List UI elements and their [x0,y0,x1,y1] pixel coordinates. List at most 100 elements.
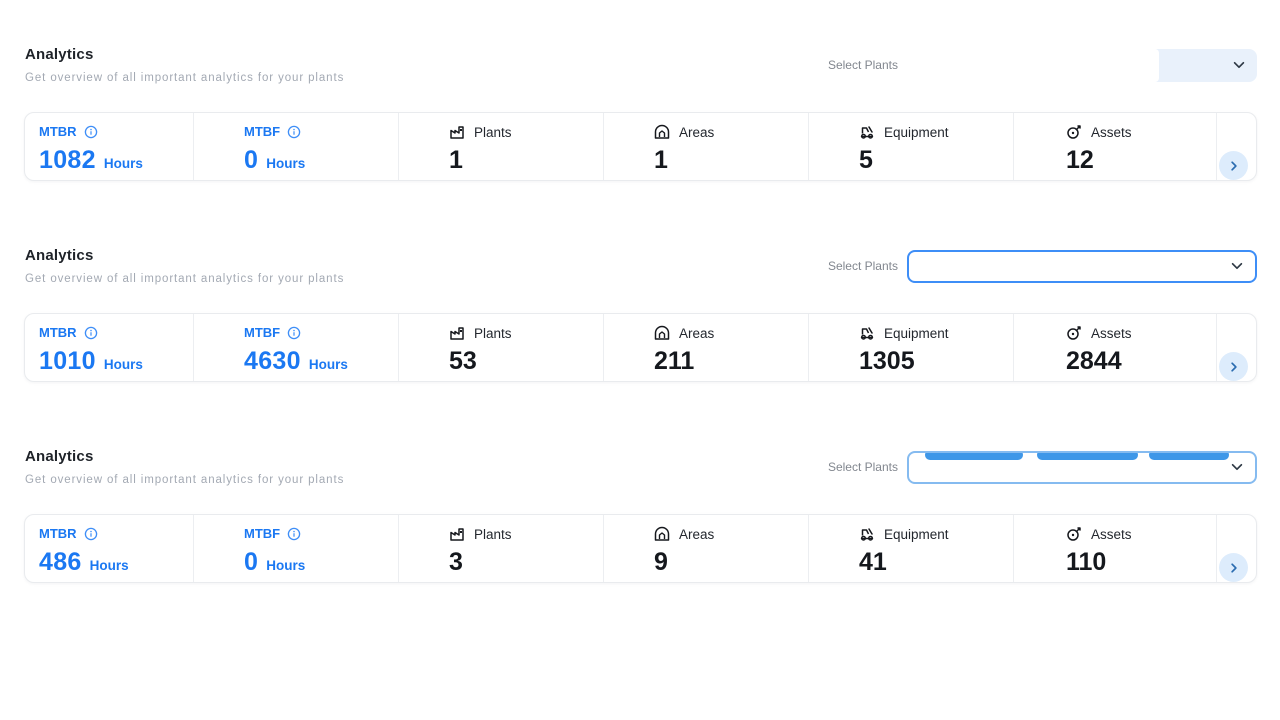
asset-tag-icon [1066,526,1082,542]
stat-mtbf-value: 0 Hours [244,146,398,175]
stat-mtbf-label: MTBF [244,124,398,139]
stat-assets-value: 2844 [1066,347,1122,375]
stat-mtbr-value: 1010 Hours [39,347,193,376]
stat-mtbr-label: MTBR [39,124,193,139]
stat-areas-label: Areas [654,124,808,140]
stat-equipment-value: 5 [859,146,873,174]
stat-areas: Areas 1 [604,113,809,180]
select-plants-dropdown[interactable] [907,249,1257,283]
chevron-down-icon[interactable] [1230,259,1244,273]
selected-plant-chip[interactable] [1037,452,1138,460]
info-icon[interactable] [287,527,301,541]
section-header: Analytics Get overview of all important … [24,247,1257,285]
info-icon[interactable] [287,125,301,139]
section-header: Analytics Get overview of all important … [24,46,1257,84]
header-text: Analytics Get overview of all important … [25,448,344,486]
stat-equipment-label: Equipment [859,124,1013,140]
count-label-text: Plants [474,526,512,542]
count-label-text: Assets [1091,124,1132,140]
analytics-section-3: Analytics Get overview of all important … [24,448,1257,583]
card-expand-area [1217,113,1256,180]
select-plants-group: Select Plants [827,48,1257,82]
count-label-text: Assets [1091,526,1132,542]
select-plants-dropdown[interactable] [907,450,1257,484]
stat-assets-label: Assets [1066,325,1216,341]
stat-number: 4630 [244,347,301,375]
select-plants-dropdown[interactable] [907,48,1257,82]
stat-equipment: Equipment 1305 [809,314,1014,381]
section-title: Analytics [25,46,94,63]
area-icon [654,124,670,140]
stat-assets-value: 110 [1066,548,1107,576]
factory-icon [449,526,465,542]
analytics-page: Analytics Get overview of all important … [24,46,1257,583]
expand-card-button[interactable] [1219,553,1248,582]
info-icon[interactable] [84,527,98,541]
stat-assets-value: 12 [1066,146,1094,174]
info-icon[interactable] [84,125,98,139]
stat-unit: Hours [89,558,129,573]
section-header: Analytics Get overview of all important … [24,448,1257,486]
factory-icon [449,124,465,140]
count-label-text: Plants [474,124,512,140]
header-text: Analytics Get overview of all important … [25,247,344,285]
select-plants-group: Select Plants [827,450,1257,484]
analytics-stats-card: MTBR 1082 Hours MTBF 0 Hours [24,112,1257,181]
stat-areas: Areas 211 [604,314,809,381]
stat-label-text: MTBR [39,526,77,541]
card-expand-area [1217,515,1256,582]
stat-label-text: MTBR [39,325,77,340]
expand-card-button[interactable] [1219,151,1248,180]
stat-mtbr-value: 486 Hours [39,548,193,577]
stat-mtbr-label: MTBR [39,526,193,541]
stat-plants-label: Plants [449,124,603,140]
stat-assets-label: Assets [1066,526,1216,542]
select-plants-label: Select Plants [827,460,898,474]
stat-label-text: MTBF [244,124,281,139]
selected-plant-chip[interactable] [1149,452,1229,460]
select-plants-label: Select Plants [827,259,898,273]
stat-unit: Hours [103,156,143,171]
section-title: Analytics [25,448,94,465]
stat-unit: Hours [266,156,306,171]
select-plants-group: Select Plants [827,249,1257,283]
stat-equipment-value: 41 [859,548,887,576]
stat-plants-value: 1 [449,146,463,174]
stat-assets: Assets 12 [1014,113,1217,180]
stat-areas-value: 211 [654,347,695,375]
area-icon [654,325,670,341]
count-label-text: Assets [1091,325,1132,341]
analytics-stats-card: MTBR 1010 Hours MTBF 4630 Hours [24,313,1257,382]
chevron-right-icon [1230,160,1237,171]
stat-equipment: Equipment 5 [809,113,1014,180]
select-plants-input[interactable] [907,48,1159,82]
selected-plant-chip[interactable] [925,452,1023,460]
stat-number: 1010 [39,347,96,375]
stat-mtbr-label: MTBR [39,325,193,340]
equipment-icon [859,325,875,341]
info-icon[interactable] [287,326,301,340]
stat-mtbf-value: 0 Hours [244,548,398,577]
stat-mtbf-label: MTBF [244,325,398,340]
count-label-text: Areas [679,124,715,140]
stat-assets: Assets 110 [1014,515,1217,582]
stat-label-text: MTBF [244,526,281,541]
stat-unit: Hours [266,558,306,573]
chevron-down-icon[interactable] [1232,58,1246,72]
stat-equipment-label: Equipment [859,526,1013,542]
select-plants-label: Select Plants [827,58,898,72]
stat-number: 0 [244,146,259,174]
count-label-text: Areas [679,526,715,542]
stat-plants-label: Plants [449,526,603,542]
stat-mtbf-value: 4630 Hours [244,347,398,376]
stat-label-text: MTBF [244,325,281,340]
analytics-stats-card: MTBR 486 Hours MTBF 0 Hours [24,514,1257,583]
info-icon[interactable] [84,326,98,340]
stat-mtbf: MTBF 0 Hours [194,515,399,582]
analytics-section-2: Analytics Get overview of all important … [24,247,1257,382]
stat-number: 0 [244,548,259,576]
asset-tag-icon [1066,124,1082,140]
expand-card-button[interactable] [1219,352,1248,381]
chevron-down-icon[interactable] [1230,460,1244,474]
stat-plants-value: 3 [449,548,463,576]
